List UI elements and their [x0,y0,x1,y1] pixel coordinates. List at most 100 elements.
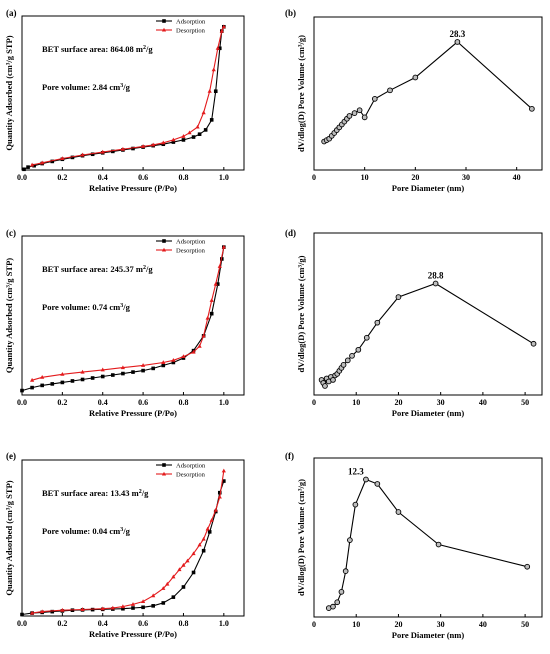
legend-label-e-1: Desorption [176,471,206,478]
x-tick-label-f-3: 30 [437,620,445,629]
data-point-c-0-3 [50,382,55,386]
data-point-b-0-18 [529,105,535,112]
data-point-e-1-6 [197,542,202,547]
data-point-b-0-10 [346,113,353,119]
legend-label-c-0: Adsorption [176,238,206,245]
y-axis-title-e: Quantity Adsorbed (cm³/g STP) [4,480,14,595]
x-tick-label-b-2: 20 [411,173,419,182]
data-point-e-1-17 [120,604,126,609]
data-point-e-1-15 [140,599,146,603]
data-point-a-1-5 [201,110,206,115]
data-point-c-1-13 [100,367,105,372]
data-point-d-0-11 [340,362,347,368]
data-point-e-1-22 [40,609,45,614]
data-point-b-0-15 [387,87,393,94]
x-axis-title-b: Pore Diameter (nm) [392,183,465,193]
data-point-e-0-17 [191,570,196,575]
data-point-f-0-4 [342,568,349,575]
data-point-a-0-2 [32,163,36,168]
panel-e: (e) 0.0 0.2 0.4 0.6 0.8 1.0 Relative Pressure … [4,451,245,639]
peak-label-d: 28.8 [428,271,444,281]
plot-frame-b [313,16,543,171]
data-point-e-1-1 [217,494,222,499]
data-point-e-0-11 [131,606,135,610]
y-axis-title-d: dV/dlog(D) Pore Volume (cm³/g) [296,255,306,372]
data-point-f-0-11 [524,563,531,570]
data-point-a-1-9 [171,137,176,142]
x-tick-label-a-3: 0.6 [138,173,148,182]
x-tick-label-e-4: 0.8 [178,619,188,628]
x-tick-label-f-1: 10 [352,620,360,629]
data-point-c-0-8 [100,374,105,379]
data-point-a-0-1 [26,165,30,169]
data-point-c-1-11 [140,363,146,367]
data-point-e-0-13 [151,604,155,608]
data-point-e-1-2 [213,507,218,512]
data-point-c-1-7 [191,349,196,354]
x-tick-label-d-1: 10 [352,398,360,407]
data-point-d-0-15 [363,334,370,341]
data-point-c-1-15 [60,371,65,376]
data-point-d-0-16 [374,319,381,326]
legend-label-c-1: Desorption [176,247,206,254]
x-tick-label-b-3: 30 [462,173,470,182]
data-point-c-1-3 [209,298,214,302]
data-point-e-1-8 [185,558,190,563]
data-point-c-0-10 [121,371,125,376]
x-tick-label-f-0: 0 [312,620,316,629]
data-point-a-1-13 [120,146,126,151]
data-point-a-1-1 [219,28,224,33]
x-tick-label-c-0: 0.0 [17,398,27,407]
data-point-b-0-16 [412,74,419,81]
pore-volume-a: Pore volume: 2.84 cm3/g [42,82,131,92]
data-point-e-0-19 [207,530,212,534]
x-tick-label-c-1: 0.2 [57,398,67,407]
data-point-b-0-11 [351,110,358,116]
data-point-a-1-8 [181,134,186,138]
panel-a: (a) 0.0 0.2 0.4 0.6 0.8 1.0 Relative Pressure … [4,8,245,193]
data-point-a-0-10 [111,149,115,154]
series-line-f-0 [328,478,528,609]
legend-label-a-1: Desorption [176,27,206,34]
x-tick-label-b-1: 10 [361,173,369,182]
data-point-c-0-2 [40,383,44,388]
peak-label-b: 28.3 [450,29,466,39]
data-point-a-0-0 [22,167,26,172]
data-point-e-1-11 [171,574,176,579]
data-point-c-0-19 [209,311,214,316]
data-point-c-1-0 [221,244,226,249]
data-point-f-0-3 [338,589,345,595]
data-point-e-0-10 [121,606,125,611]
data-point-c-1-17 [29,377,35,382]
data-point-a-0-16 [171,140,176,144]
x-axis-title-d: Pore Diameter (nm) [392,408,465,418]
data-point-f-0-9 [395,509,402,515]
data-point-c-0-4 [60,380,65,385]
data-point-d-0-14 [355,346,362,353]
pore-volume-c: Pore volume: 0.74 cm3/g [42,302,131,312]
data-point-e-1-10 [177,567,182,572]
data-point-c-1-2 [213,281,218,286]
data-point-c-1-1 [217,264,222,268]
x-axis-title-e: Relative Pressure (P/Po) [89,629,177,639]
data-point-a-1-2 [215,45,220,50]
data-point-e-0-22 [222,479,226,483]
x-tick-label-a-4: 0.8 [178,173,188,182]
panel-label-a: (a) [6,8,17,18]
legend-label-e-0: Adsorption [176,462,206,469]
panel-c: (c) 0.0 0.2 0.4 0.6 0.8 1.0 Relative Pressure … [4,228,245,418]
data-point-e-1-19 [100,606,105,611]
data-point-d-0-12 [344,357,351,364]
data-point-c-1-14 [80,369,85,374]
data-point-e-1-0 [221,468,226,473]
data-point-f-0-8 [374,481,381,487]
x-tick-label-d-3: 30 [437,398,445,407]
x-axis-title-a: Relative Pressure (P/Po) [89,183,177,193]
data-point-a-1-15 [80,152,85,157]
data-point-a-1-14 [100,149,105,154]
data-point-e-0-18 [201,548,206,553]
x-tick-label-d-4: 40 [479,398,487,407]
data-point-c-0-6 [80,377,85,382]
series-line-c-1 [31,246,225,381]
